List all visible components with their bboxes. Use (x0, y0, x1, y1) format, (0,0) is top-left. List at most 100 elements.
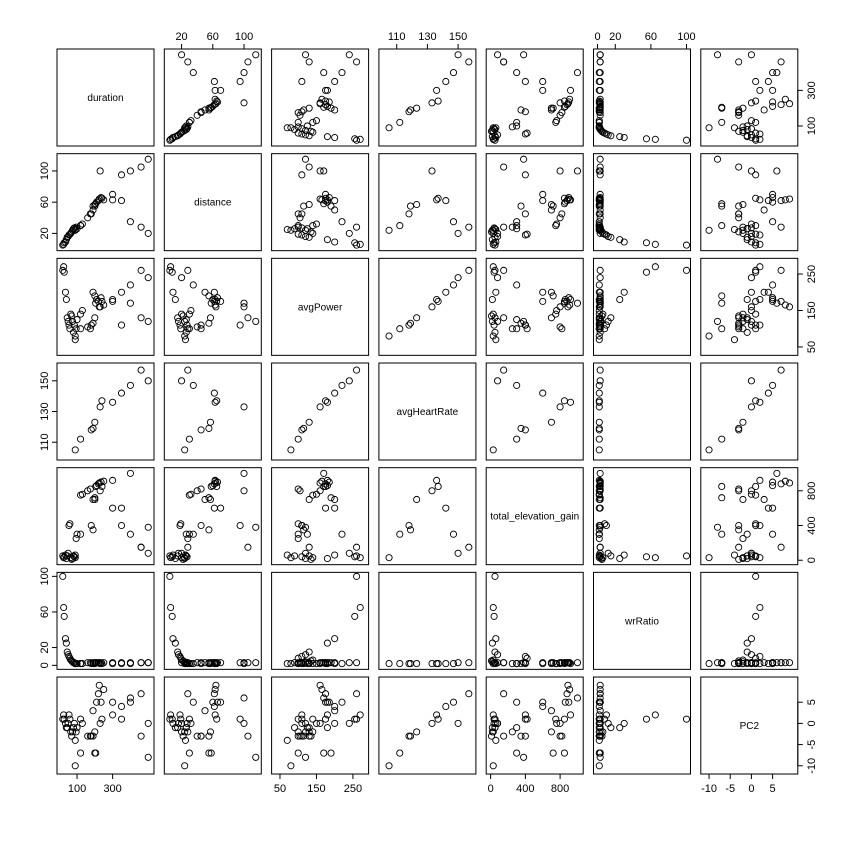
data-point (449, 530, 458, 538)
data-point (434, 715, 442, 723)
data-point (547, 418, 555, 426)
data-point (595, 389, 603, 397)
data-point (325, 98, 333, 106)
data-point (197, 660, 205, 668)
data-point (73, 530, 81, 538)
data-point (539, 660, 547, 668)
data-point (316, 403, 324, 411)
data-point (549, 104, 557, 112)
data-point (98, 297, 106, 305)
data-point (781, 196, 789, 204)
data-point (747, 274, 755, 282)
panel-PC2-vs-avgPower (271, 676, 370, 775)
data-point (300, 660, 308, 668)
data-point (240, 719, 248, 727)
panel-frame (593, 257, 691, 356)
data-point (298, 732, 306, 740)
data-point (752, 297, 760, 305)
data-point (305, 418, 313, 426)
data-point (205, 106, 213, 114)
data-point (739, 226, 747, 234)
data-point (60, 711, 68, 719)
panel-frame (485, 153, 584, 252)
data-point (764, 389, 772, 397)
data-point (489, 124, 497, 132)
data-point (596, 328, 604, 336)
data-point (209, 698, 217, 706)
data-point (166, 266, 174, 274)
data-point (283, 736, 291, 744)
data-point (777, 543, 785, 551)
data-point (60, 268, 68, 276)
data-point (705, 660, 713, 668)
data-point (718, 435, 726, 443)
data-point (539, 297, 547, 305)
data-point (126, 167, 134, 175)
data-point (760, 206, 768, 214)
data-point (298, 77, 306, 86)
data-point (500, 58, 508, 66)
panel-avgPower-vs-avgPower: avgPower (271, 257, 370, 356)
data-point (547, 660, 555, 668)
data-point (513, 222, 521, 230)
data-point (596, 719, 604, 727)
data-point (78, 220, 86, 228)
data-point (735, 319, 743, 327)
data-point (100, 196, 108, 204)
data-point (307, 555, 315, 563)
data-point (743, 328, 751, 336)
data-point (760, 495, 768, 504)
data-point (682, 266, 691, 274)
data-point (595, 118, 603, 126)
data-point (718, 292, 726, 300)
tick-label: 250 (806, 265, 818, 283)
data-point (316, 719, 324, 727)
panel-distance-vs-avgHeartRate (378, 153, 477, 252)
data-point (406, 202, 415, 210)
data-point (405, 321, 413, 329)
panel-distance-vs-wrRatio (593, 153, 691, 252)
data-point (521, 210, 529, 218)
data-point (405, 521, 413, 530)
panel-distance-vs-duration (56, 153, 155, 252)
data-point (71, 336, 79, 344)
data-point (556, 323, 564, 331)
data-point (71, 551, 79, 559)
data-point (513, 749, 521, 757)
data-point (487, 732, 496, 740)
data-point (756, 263, 764, 271)
data-point (252, 51, 260, 59)
data-point (298, 125, 306, 133)
data-point (331, 238, 339, 246)
data-point (126, 698, 134, 706)
data-point (730, 124, 739, 132)
data-point (300, 526, 308, 534)
data-point (489, 332, 497, 340)
data-point (213, 297, 221, 305)
data-point (171, 295, 179, 304)
data-point (296, 214, 304, 222)
data-point (563, 297, 571, 305)
panel-duration-vs-PC2 (700, 48, 799, 147)
data-point (137, 163, 145, 171)
data-point (595, 526, 603, 534)
data-point (508, 660, 516, 668)
data-point (294, 222, 302, 230)
data-point (747, 117, 755, 125)
data-point (185, 530, 193, 538)
data-point (595, 104, 603, 112)
data-point (307, 732, 315, 740)
panel-avgHeartRate-vs-wrRatio (593, 362, 691, 461)
data-point (301, 131, 310, 139)
data-point (747, 551, 755, 559)
data-point (739, 223, 747, 231)
data-point (338, 660, 346, 668)
data-point (294, 530, 302, 538)
data-point (305, 104, 313, 112)
bottom-axis-avgPower: 50 150 250 (274, 773, 362, 795)
data-point (353, 223, 361, 231)
data-point (752, 325, 760, 333)
data-point (752, 97, 760, 105)
data-point (240, 303, 248, 311)
data-point (781, 659, 789, 667)
